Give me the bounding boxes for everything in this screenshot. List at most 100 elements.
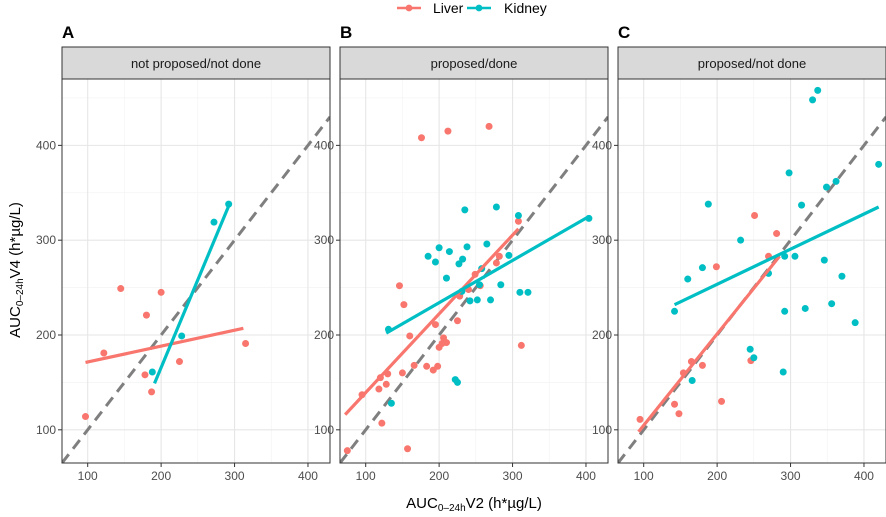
plot-content [340, 116, 608, 463]
kidney-point [178, 332, 186, 340]
x-tick-label: 100 [78, 469, 98, 483]
kidney-point [750, 354, 758, 362]
kidney-point [516, 288, 524, 296]
kidney-point [524, 288, 532, 296]
liver-fit-line [343, 227, 520, 416]
kidney-point [671, 307, 679, 315]
x-tick-label: 300 [781, 469, 801, 483]
kidney-point [838, 272, 846, 280]
liver-fit-line [637, 255, 781, 433]
liver-point [671, 400, 679, 408]
y-title-subscript: 0–24h [15, 278, 26, 306]
kidney-point [445, 248, 453, 256]
kidney-point [820, 256, 828, 264]
x-tick-label: 400 [298, 469, 318, 483]
liver-point [698, 361, 706, 369]
kidney-fit-line [673, 205, 880, 307]
liver-point [712, 263, 720, 271]
kidney-point [698, 264, 706, 272]
kidney-point [487, 296, 495, 304]
liver-point [495, 252, 503, 260]
x-tick-label: 200 [429, 469, 449, 483]
kidney-point [387, 399, 395, 407]
legend-label-kidney: Kidney [504, 0, 547, 16]
kidney-fit-line [153, 205, 231, 384]
plot-content [62, 116, 330, 463]
y-tick-label: 100 [36, 423, 56, 437]
liver-point [410, 361, 418, 369]
y-tick-label: 200 [36, 328, 56, 342]
liver-point [157, 288, 165, 296]
y-tick-label: 100 [314, 423, 334, 437]
liver-point [242, 340, 250, 348]
liver-point [431, 321, 439, 329]
kidney-point [455, 260, 463, 268]
grid [340, 79, 608, 463]
liver-point [485, 122, 493, 130]
liver-fit-line [85, 326, 244, 365]
y-tick-label: 300 [314, 233, 334, 247]
liver-point [514, 217, 522, 225]
liver-point [773, 230, 781, 238]
kidney-point [466, 297, 474, 305]
axis-titles: AUC0–24hV2 (h*µg/L)AUC0–24hV4 (h*µg/L) [7, 202, 542, 514]
x-tick-label: 300 [503, 469, 523, 483]
kidney-point [492, 203, 500, 211]
kidney-point [791, 252, 799, 260]
liver-point [398, 369, 406, 377]
kidney-point [453, 378, 461, 386]
liver-point [81, 413, 89, 421]
y-tick-label: 300 [36, 233, 56, 247]
liver-point [343, 447, 351, 455]
liver-point [636, 415, 644, 423]
legend: Liver Kidney [397, 0, 547, 16]
kidney-point [476, 281, 484, 289]
panel-border [61, 78, 331, 464]
kidney-point [704, 200, 712, 208]
liver-point [100, 349, 108, 357]
liver-point [142, 311, 150, 319]
panel-letter: B [340, 23, 352, 42]
liver-point [751, 212, 759, 220]
panel-border [339, 78, 609, 464]
x-tick-label: 300 [225, 469, 245, 483]
x-tick-label: 200 [707, 469, 727, 483]
liver-point [442, 339, 450, 347]
liver-point [400, 301, 408, 309]
strip-background [617, 46, 886, 80]
kidney-point [832, 177, 840, 185]
liver-point [453, 317, 461, 325]
y-tick-label: 200 [592, 328, 612, 342]
legend-key-dot-liver [405, 4, 413, 12]
kidney-point [828, 300, 836, 308]
kidney-point [823, 183, 831, 191]
kidney-point [875, 160, 883, 168]
identity-line [340, 116, 608, 463]
kidney-point [737, 236, 745, 244]
kidney-point [463, 243, 471, 251]
strip-label: proposed/not done [698, 56, 806, 71]
kidney-point [514, 212, 522, 220]
liver-point [175, 358, 183, 366]
liver-point [517, 341, 525, 349]
strip-label: not proposed/not done [131, 56, 261, 71]
legend-key-dot-kidney [475, 4, 483, 12]
x-tick-label: 400 [576, 469, 596, 483]
kidney-point [684, 275, 692, 283]
y-tick-label: 100 [592, 423, 612, 437]
liver-point [444, 127, 452, 135]
kidney-point [814, 86, 822, 94]
panel-letter: C [618, 23, 630, 42]
y-tick-label: 400 [36, 138, 56, 152]
kidney-point [497, 281, 505, 289]
kidney-point [148, 368, 156, 376]
plot-area [62, 79, 330, 463]
y-tick-label: 300 [592, 233, 612, 247]
kidney-point [435, 244, 443, 252]
liver-point [117, 285, 125, 293]
kidney-point [459, 255, 467, 263]
grid [618, 79, 886, 463]
kidney-point [483, 240, 491, 248]
